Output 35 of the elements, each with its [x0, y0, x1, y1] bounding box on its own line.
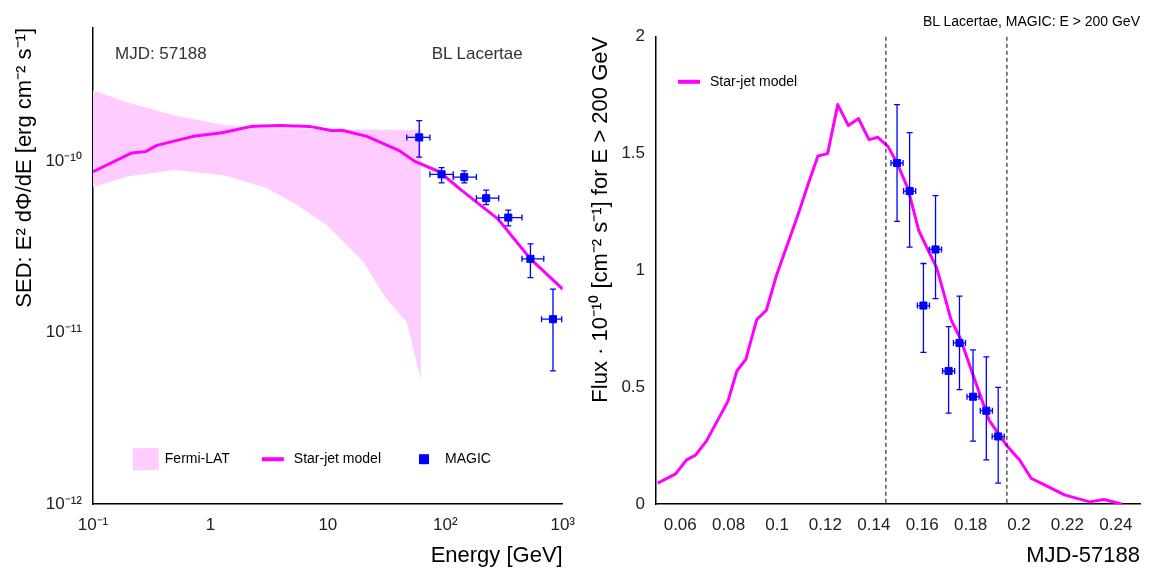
- legend-label: MAGIC: [445, 450, 491, 467]
- x-tick-label: 0.24: [1099, 515, 1133, 535]
- y-tick-label: 1: [635, 260, 646, 280]
- y-tick-label: 2: [635, 26, 646, 46]
- annotation: MJD: 57188: [114, 44, 207, 64]
- annotation: BL Lacertae: [431, 44, 523, 64]
- y-tick-label: 10⁻¹¹: [45, 322, 83, 342]
- y-axis-title: SED: E² dΦ/dE [erg cm⁻² s⁻¹]: [11, 28, 37, 308]
- x-tick-label: 10: [318, 515, 338, 535]
- legend-label: Fermi-LAT: [164, 450, 231, 467]
- x-tick-label: 0.06: [663, 515, 697, 535]
- legend-label: Star-jet model: [293, 450, 382, 467]
- x-tick-label: 10³: [550, 515, 576, 535]
- x-tick-label: 0.12: [808, 515, 842, 535]
- x-tick-label: 0.1: [765, 515, 789, 535]
- x-axis-title: Energy [GeV]: [430, 541, 563, 567]
- y-tick-label: 1.5: [621, 143, 646, 163]
- point: [437, 170, 446, 179]
- y-tick-label: 0.5: [621, 377, 646, 397]
- x-tick-label: 0.22: [1050, 515, 1084, 535]
- x-tick-label: 0.08: [712, 515, 746, 535]
- chart-title: BL Lacertae, MAGIC: E > 200 GeV: [923, 13, 1141, 30]
- y-tick-label: 0: [635, 493, 646, 513]
- x-tick-label: 10⁻¹: [77, 515, 109, 535]
- x-axis-title: MJD-57188: [1026, 541, 1140, 567]
- x-tick-label: 1: [205, 515, 216, 535]
- legend-label: Star-jet model: [710, 72, 798, 89]
- x-tick-label: 0.2: [1007, 515, 1031, 535]
- x-tick-label: 0.16: [905, 515, 939, 535]
- x-tick-label: 0.14: [857, 515, 891, 535]
- y-axis-title: Flux · 10⁻¹⁰ [cm⁻² s⁻¹] for E > 200 GeV: [587, 36, 613, 403]
- x-tick-label: 0.18: [954, 515, 988, 535]
- y-tick-label: 10⁻¹²: [45, 493, 83, 513]
- x-tick-label: 10²: [432, 515, 458, 535]
- y-tick-label: 10⁻¹⁰: [45, 151, 82, 171]
